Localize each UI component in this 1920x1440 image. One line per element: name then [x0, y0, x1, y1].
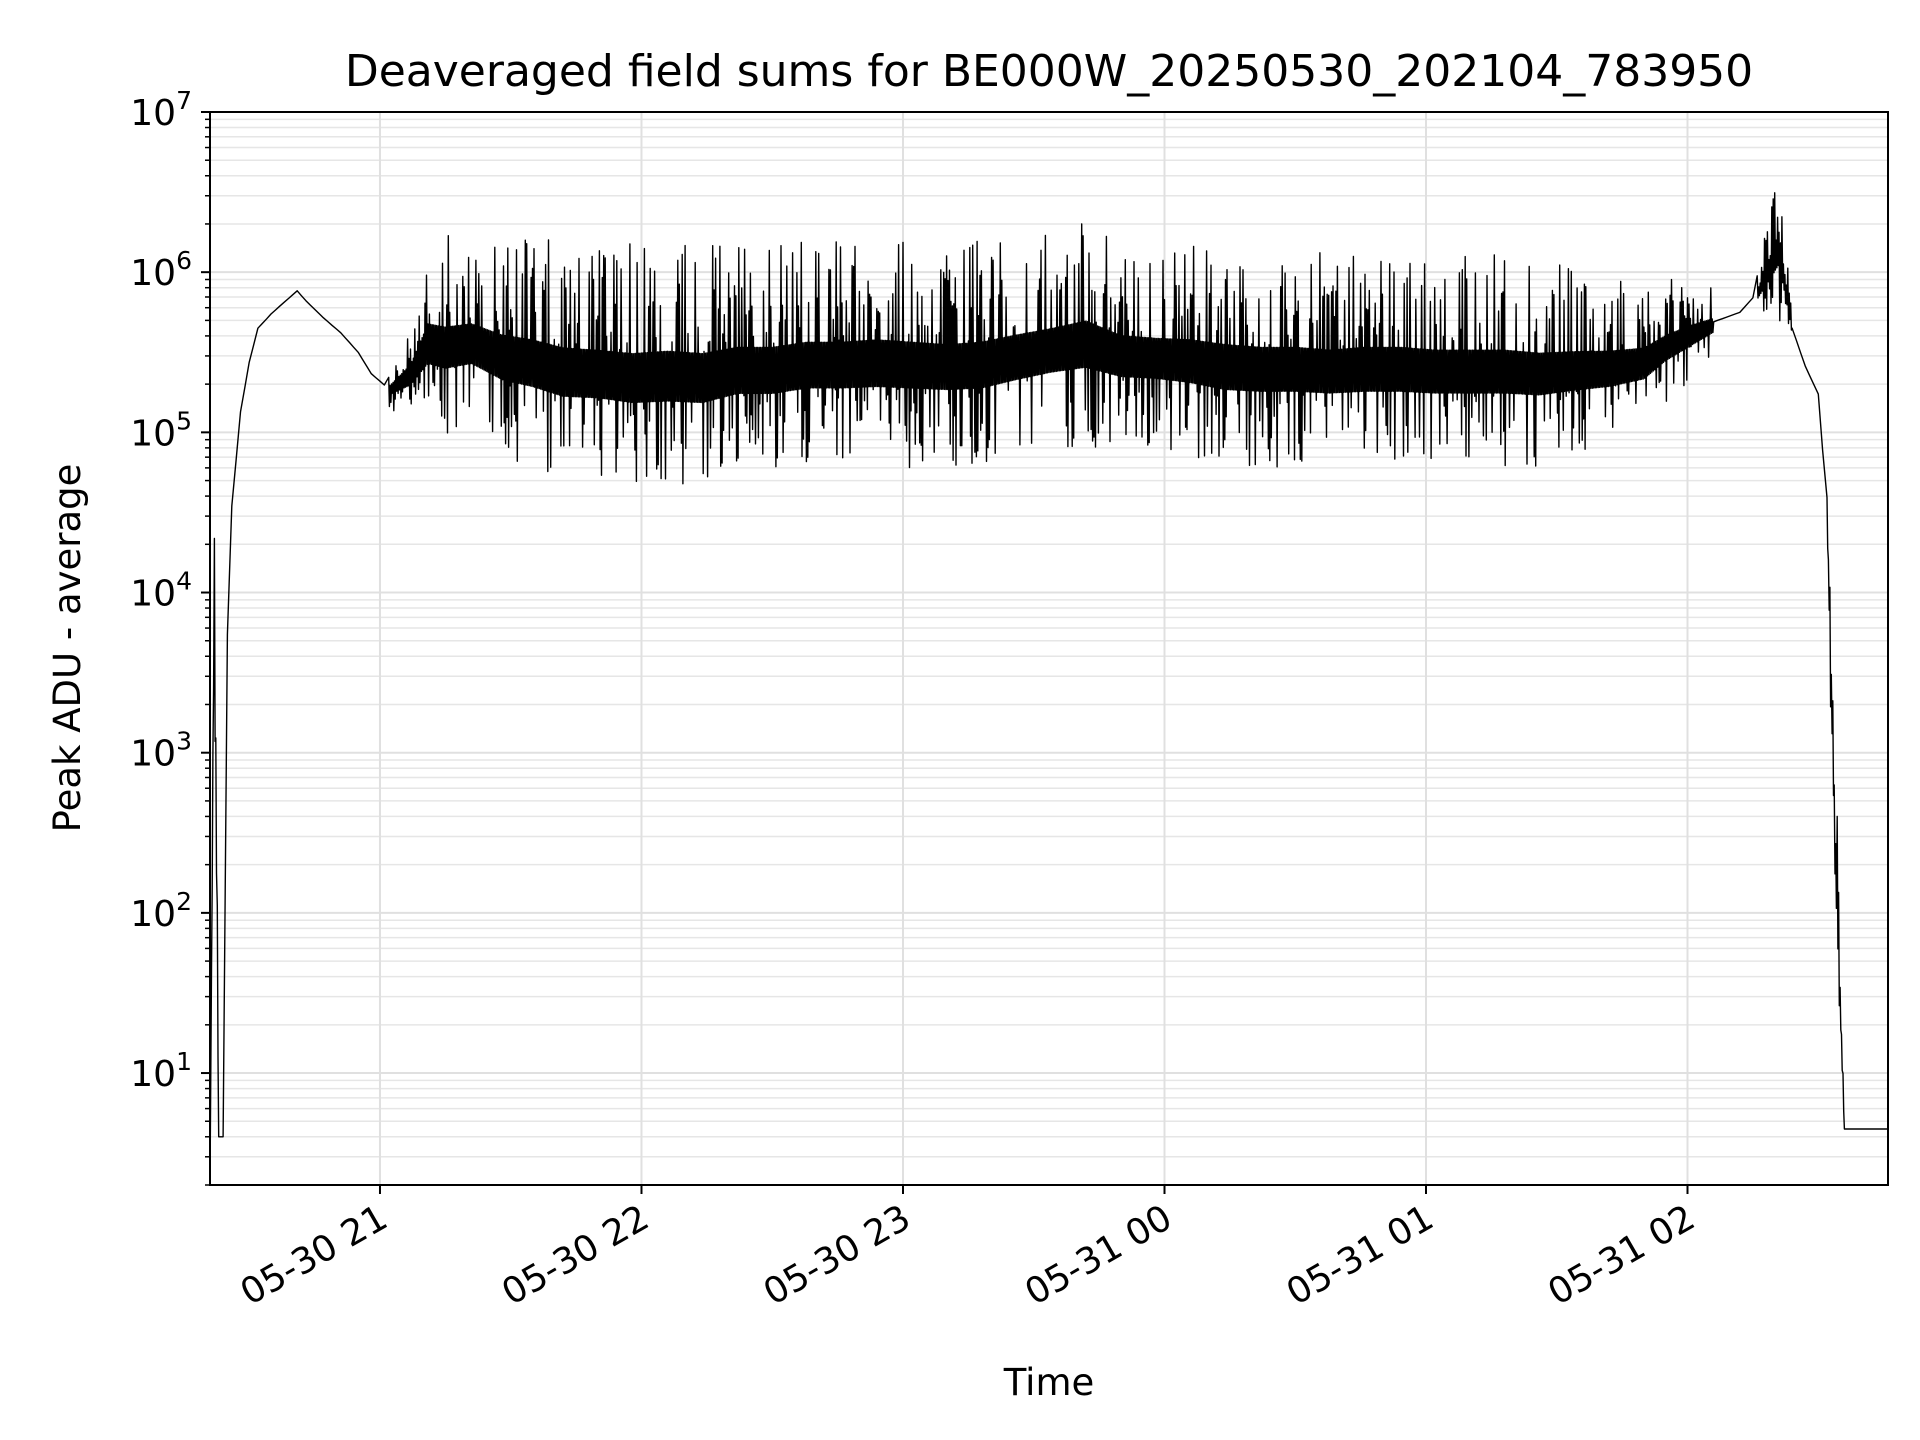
y-tick-label: 101 [130, 1047, 192, 1095]
y-tick-label: 106 [130, 246, 192, 294]
y-tick-label: 103 [130, 727, 192, 775]
chart-title: Deaveraged field sums for BE000W_2025053… [345, 46, 1753, 97]
y-tick-label: 107 [130, 86, 192, 134]
grid-major-lines [210, 111, 1888, 1185]
plot-frame [209, 111, 1889, 1186]
grid-minor-lines [210, 118, 1888, 1186]
y-tick-label: 102 [130, 887, 192, 935]
y-tick-label: 104 [130, 567, 192, 615]
x-axis-title: Time [1003, 1361, 1095, 1404]
y-axis: 101 102 103 104 105 106 107 [130, 86, 210, 1186]
y-tick-label: 105 [130, 406, 192, 454]
series-line [209, 192, 1888, 1186]
y-axis-title: Peak ADU - average [46, 464, 89, 833]
series-layer [209, 192, 1888, 1186]
